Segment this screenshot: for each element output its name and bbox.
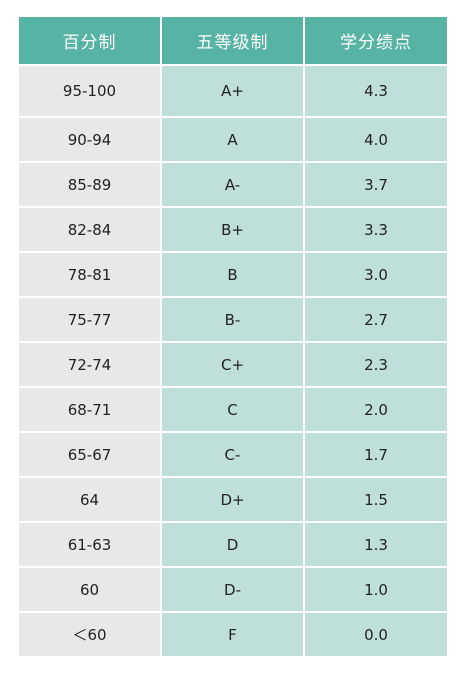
letter-cell: B-	[162, 296, 303, 341]
score-cell: 72-74	[19, 341, 160, 386]
score-cell: 61-63	[19, 521, 160, 566]
letter-cell: D	[162, 521, 303, 566]
header-letter-grade: 五等级制	[162, 17, 303, 64]
letter-cell: B+	[162, 206, 303, 251]
letter-cell: D-	[162, 566, 303, 611]
letter-cell: B	[162, 251, 303, 296]
letter-cell: A+	[162, 64, 303, 116]
letter-cell: C-	[162, 431, 303, 476]
score-cell: 65-67	[19, 431, 160, 476]
score-cell: 75-77	[19, 296, 160, 341]
gpa-cell: 2.3	[305, 341, 447, 386]
score-cell: 78-81	[19, 251, 160, 296]
score-cell: 68-71	[19, 386, 160, 431]
letter-cell: D+	[162, 476, 303, 521]
gpa-cell: 3.7	[305, 161, 447, 206]
score-cell: 95-100	[19, 64, 160, 116]
header-grade-point: 学分绩点	[305, 17, 447, 64]
letter-cell: C+	[162, 341, 303, 386]
letter-cell: F	[162, 611, 303, 656]
letter-cell: A	[162, 116, 303, 161]
score-cell: 82-84	[19, 206, 160, 251]
score-cell: ＜60	[19, 611, 160, 656]
gpa-cell: 1.3	[305, 521, 447, 566]
gpa-cell: 3.0	[305, 251, 447, 296]
score-cell: 60	[19, 566, 160, 611]
gpa-cell: 0.0	[305, 611, 447, 656]
gpa-cell: 1.0	[305, 566, 447, 611]
gpa-cell: 1.5	[305, 476, 447, 521]
gpa-cell: 2.7	[305, 296, 447, 341]
gpa-cell: 4.3	[305, 64, 447, 116]
header-percentage: 百分制	[19, 17, 160, 64]
gpa-cell: 2.0	[305, 386, 447, 431]
grade-conversion-table: 百分制 五等级制 学分绩点 95-100 A+ 4.3 90-94 A 4.0 …	[19, 17, 447, 656]
score-cell: 90-94	[19, 116, 160, 161]
letter-cell: A-	[162, 161, 303, 206]
letter-cell: C	[162, 386, 303, 431]
score-cell: 85-89	[19, 161, 160, 206]
gpa-cell: 3.3	[305, 206, 447, 251]
gpa-cell: 1.7	[305, 431, 447, 476]
score-cell: 64	[19, 476, 160, 521]
gpa-cell: 4.0	[305, 116, 447, 161]
